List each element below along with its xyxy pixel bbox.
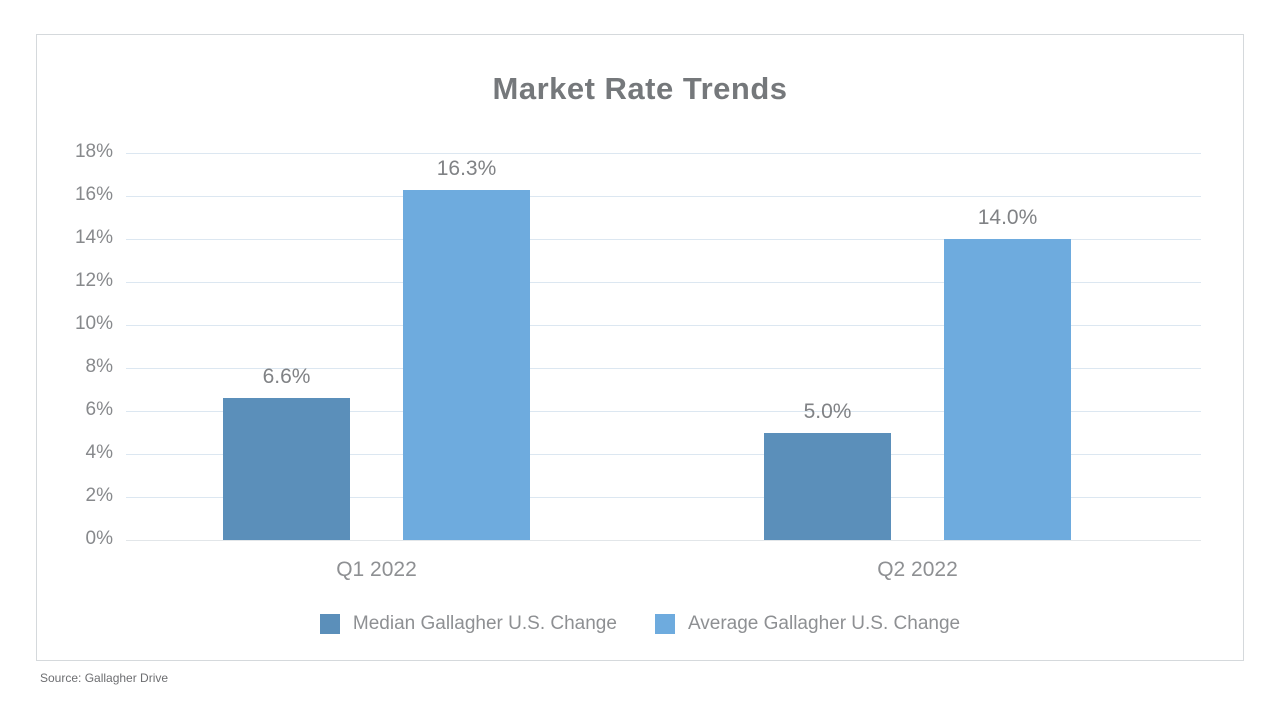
y-axis-tick-label: 18% bbox=[74, 141, 113, 162]
y-axis-tick-label: 6% bbox=[85, 399, 113, 420]
y-axis-tick-label: 12% bbox=[74, 270, 113, 291]
chart-panel: Market Rate Trends Median Gallagher U.S.… bbox=[36, 34, 1244, 661]
y-axis-tick-label: 4% bbox=[85, 442, 113, 463]
legend-entry-average: Average Gallagher U.S. Change bbox=[654, 613, 961, 635]
y-gridline bbox=[126, 539, 1201, 541]
legend-swatch-icon bbox=[654, 614, 675, 634]
y-axis-tick-label: 10% bbox=[74, 313, 113, 334]
bar-median-1 bbox=[223, 398, 350, 540]
y-gridline bbox=[126, 496, 1201, 498]
y-gridline bbox=[126, 453, 1201, 455]
chart-legend: Median Gallagher U.S. Change Average Gall… bbox=[37, 613, 1243, 635]
y-gridline bbox=[126, 281, 1201, 283]
source-note: Source: Gallagher Drive bbox=[40, 671, 169, 685]
bar-average-2 bbox=[944, 239, 1071, 540]
y-axis-tick-label: 2% bbox=[85, 485, 113, 506]
bar-value-label: 5.0% bbox=[803, 399, 852, 423]
x-axis-label: Q2 2022 bbox=[877, 558, 958, 581]
y-axis-tick-label: 14% bbox=[74, 227, 113, 248]
y-axis-tick-label: 0% bbox=[85, 528, 113, 549]
legend-entry-median: Median Gallagher U.S. Change bbox=[319, 613, 617, 635]
bar-median-2 bbox=[764, 432, 891, 540]
legend-label: Median Gallagher U.S. Change bbox=[352, 613, 617, 634]
x-axis-label: Q1 2022 bbox=[336, 558, 417, 581]
legend-label: Average Gallagher U.S. Change bbox=[687, 613, 961, 634]
y-gridline bbox=[126, 324, 1201, 326]
y-gridline bbox=[126, 367, 1201, 369]
legend-swatch-icon bbox=[319, 614, 340, 634]
y-gridline bbox=[126, 238, 1201, 240]
bar-value-label: 14.0% bbox=[977, 206, 1038, 229]
y-gridline bbox=[126, 195, 1201, 197]
y-gridline bbox=[126, 152, 1201, 154]
bar-value-label: 6.6% bbox=[262, 365, 311, 389]
y-axis-tick-label: 16% bbox=[74, 184, 113, 205]
y-gridline bbox=[126, 410, 1201, 412]
y-axis-tick-label: 8% bbox=[85, 356, 113, 377]
bar-value-label: 16.3% bbox=[436, 156, 497, 180]
chart-title: Market Rate Trends bbox=[492, 71, 788, 106]
bar-average-1 bbox=[403, 189, 530, 540]
